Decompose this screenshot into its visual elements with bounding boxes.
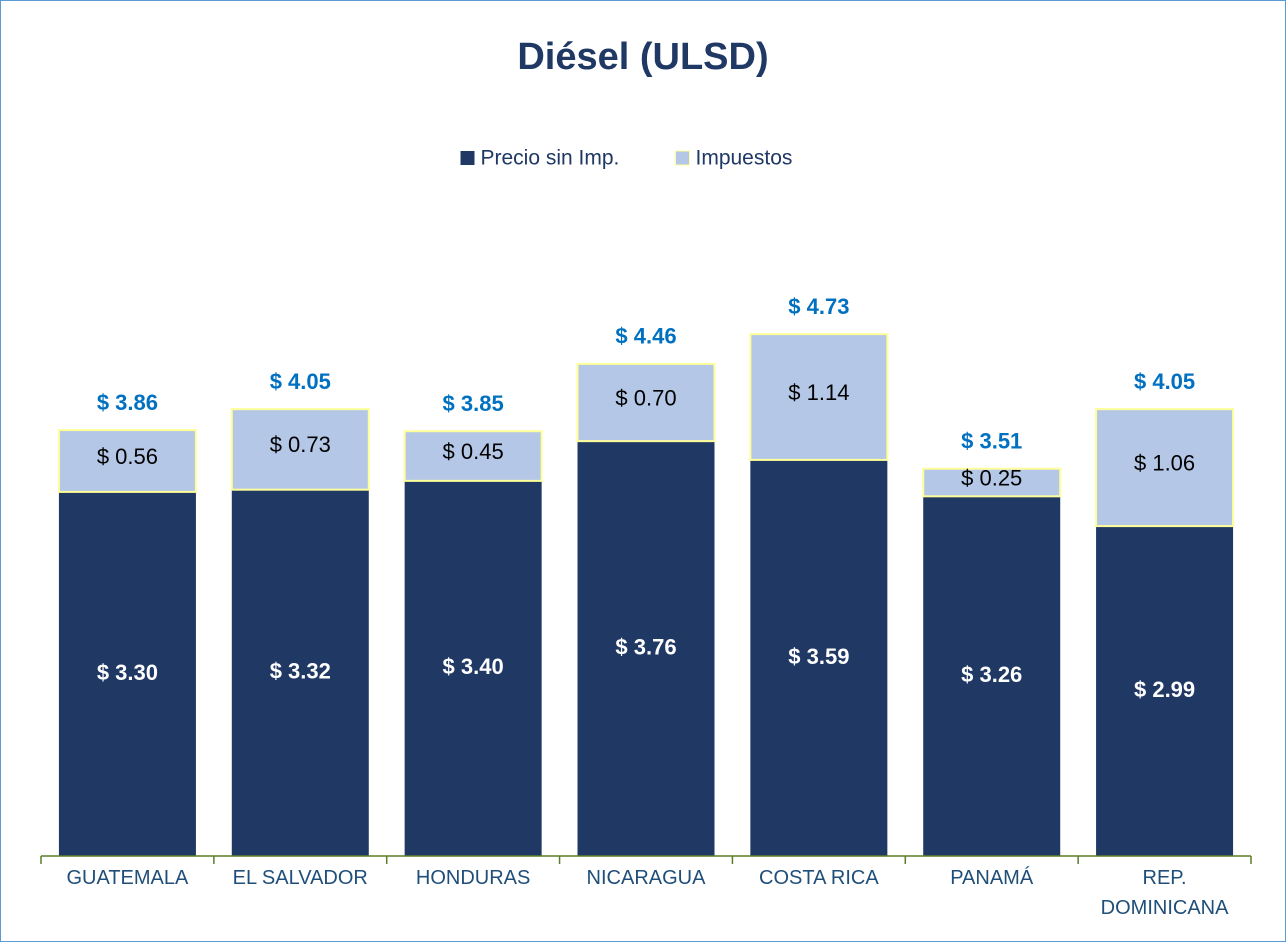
bar-segment [403,430,543,482]
segment-label: $ 3.76 [615,634,676,659]
total-label: $ 3.86 [97,390,158,415]
bar-segment [404,480,542,856]
x-tick-label: REP. DOMINICANA [1100,867,1229,919]
segment-label: $ 3.32 [270,659,331,684]
x-tick-label: EL SALVADOR [232,867,368,889]
bar-segment [230,408,370,491]
bar-segment [577,441,715,856]
bar-segment [922,467,1062,498]
bar-segment [576,362,716,443]
segment-label: $ 2.99 [1134,677,1195,702]
bar-segment [1096,526,1234,856]
bar-segment [58,491,196,856]
x-tick-label: PANAMÁ [950,867,1034,889]
legend-label: Impuestos [696,147,793,170]
segment-label: $ 3.26 [961,662,1022,687]
x-tick-label: COSTA RICA [759,867,879,889]
segment-label: $ 0.56 [97,444,158,469]
segment-label: $ 0.70 [615,385,676,410]
segment-label: $ 3.59 [788,644,849,669]
x-tick-label: HONDURAS [415,867,531,889]
bar-segment [750,459,888,856]
legend-swatch [460,151,475,165]
legend-swatch [675,150,690,166]
x-tick-label: NICARAGUA [586,867,706,889]
segment-label: $ 1.06 [1134,450,1195,475]
segment-label: $ 0.73 [270,432,331,457]
segment-label: $ 1.14 [788,380,849,405]
total-label: $ 4.05 [270,369,331,394]
bar-segment [57,429,197,493]
bar-segment [923,496,1061,856]
bar-segment [749,333,889,461]
segment-label: $ 3.40 [443,654,504,679]
bar-segment [1095,408,1235,528]
bar-segment [231,489,369,856]
total-label: $ 4.73 [788,294,849,319]
segment-label: $ 0.45 [443,439,504,464]
segment-label: $ 3.30 [97,660,158,685]
segment-label: $ 0.25 [961,465,1022,490]
total-label: $ 4.46 [615,324,676,349]
total-label: $ 3.85 [443,391,504,416]
total-label: $ 3.51 [961,429,1022,454]
x-tick-label: GUATEMALA [66,867,189,889]
total-label: $ 4.05 [1134,369,1195,394]
legend-label: Precio sin Imp. [481,147,620,170]
chart-title: Diésel (ULSD) [517,36,768,78]
